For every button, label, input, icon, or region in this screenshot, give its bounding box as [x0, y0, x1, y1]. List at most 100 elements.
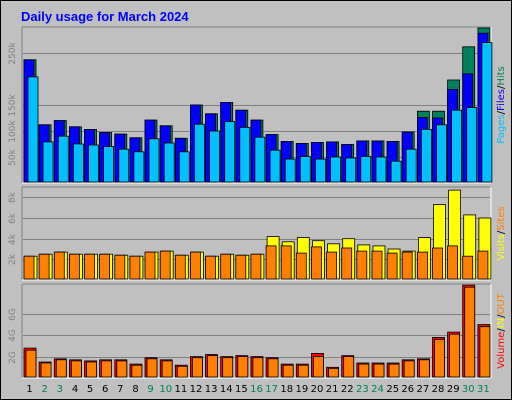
bar-sites-day-17 — [265, 245, 277, 280]
bar-pages-day-13 — [209, 130, 220, 183]
bar-sites-day-23 — [356, 250, 368, 280]
legend-volume: Volume/IN/OUT — [496, 292, 507, 369]
x-tick-label: 17 — [265, 384, 278, 395]
bar-sites-day-25 — [386, 252, 398, 280]
bar-out-day-22 — [343, 356, 355, 378]
x-tick-label: 18 — [280, 384, 293, 395]
x-tick-label: 24 — [371, 384, 384, 395]
bar-sites-day-10 — [159, 250, 171, 280]
bar-pages-day-7 — [118, 148, 130, 183]
bar-pages-day-18 — [284, 158, 296, 183]
bar-pages-day-15 — [239, 127, 251, 183]
legend-entry: / — [496, 314, 507, 318]
legend-entry: / — [496, 85, 507, 89]
bar-sites-day-6 — [99, 253, 110, 280]
bar-sites-day-26 — [401, 251, 413, 280]
bar-out-day-15 — [237, 356, 249, 378]
bar-sites-day-12 — [189, 251, 201, 280]
x-tick-label: 19 — [296, 384, 309, 395]
bar-pages-day-21 — [330, 156, 342, 183]
bar-sites-day-3 — [53, 251, 65, 280]
bar-out-day-9 — [146, 358, 158, 378]
x-tick-label: 12 — [190, 384, 203, 395]
bar-pages-day-14 — [224, 121, 236, 183]
bar-out-day-20 — [313, 356, 324, 378]
bar-out-day-7 — [116, 360, 128, 378]
bar-out-day-12 — [191, 357, 203, 378]
x-tick-label: 2 — [42, 384, 48, 395]
y-tick-label: 4G — [8, 329, 18, 342]
legend-entry: / — [496, 230, 507, 234]
bar-pages-day-5 — [88, 144, 99, 183]
bar-sites-day-2 — [38, 253, 50, 280]
x-tick-label: 31 — [477, 384, 490, 395]
x-tick-label: 25 — [386, 384, 399, 395]
bar-sites-day-5 — [84, 253, 95, 280]
bar-pages-day-20 — [315, 158, 326, 183]
bar-out-day-8 — [131, 364, 143, 378]
bar-pages-day-17 — [269, 149, 281, 183]
bar-out-day-4 — [71, 360, 82, 378]
bar-pages-day-6 — [103, 146, 114, 183]
x-tick-label: 28 — [432, 384, 445, 395]
legend-entry: Visits — [496, 234, 507, 261]
y-tick-label: 8k — [8, 191, 18, 203]
x-tick-label: 5 — [87, 384, 93, 395]
bar-pages-day-11 — [178, 151, 190, 183]
y-tick-label: 4k — [8, 233, 18, 245]
bar-sites-day-8 — [129, 255, 141, 280]
legend-entry: / — [496, 328, 507, 332]
bar-sites-day-24 — [371, 250, 383, 280]
x-tick-label: 27 — [417, 384, 430, 395]
bar-out-day-30 — [464, 286, 476, 378]
bar-sites-day-29 — [447, 245, 459, 280]
bar-pages-day-31 — [481, 42, 493, 183]
x-tick-label: 16 — [250, 384, 263, 395]
y-tick-label: 6k — [8, 212, 18, 224]
bar-pages-day-25 — [390, 160, 402, 183]
y-tick-label: 100k — [8, 120, 18, 143]
x-tick-label: 11 — [175, 384, 188, 395]
bar-pages-day-28 — [436, 124, 447, 183]
bar-out-day-23 — [358, 363, 370, 378]
bar-out-day-26 — [403, 360, 415, 378]
bar-out-day-27 — [418, 359, 430, 378]
bar-pages-day-4 — [73, 143, 84, 183]
bar-pages-day-23 — [360, 156, 372, 183]
bar-sites-day-14 — [220, 253, 232, 280]
bar-pages-day-16 — [254, 136, 266, 183]
x-tick-label: 26 — [401, 384, 414, 395]
bar-out-day-31 — [479, 326, 491, 378]
bar-out-day-29 — [449, 333, 461, 378]
legend-entry: / — [496, 110, 507, 114]
bar-pages-day-30 — [466, 107, 478, 183]
bar-pages-day-12 — [193, 123, 205, 183]
x-tick-label: 1 — [26, 384, 32, 395]
x-tick-label: 3 — [57, 384, 63, 395]
bar-out-day-5 — [86, 361, 97, 378]
bar-out-day-16 — [252, 357, 264, 378]
bar-pages-day-22 — [345, 157, 357, 183]
bar-sites-day-28 — [432, 247, 443, 280]
x-tick-label: 30 — [462, 384, 475, 395]
bar-pages-day-26 — [405, 148, 417, 183]
x-tick-label: 29 — [447, 384, 460, 395]
x-tick-label: 21 — [326, 384, 339, 395]
y-tick-label: 50k — [8, 148, 18, 165]
legend-entry: IN — [496, 318, 507, 328]
y-tick-label: 250k — [8, 42, 18, 65]
chart-title: Daily usage for March 2024 — [21, 9, 189, 24]
bar-pages-day-10 — [163, 142, 175, 183]
x-tick-label: 20 — [311, 384, 324, 395]
bar-sites-day-4 — [69, 253, 80, 280]
bar-sites-day-30 — [462, 255, 474, 280]
bar-out-day-13 — [207, 355, 218, 378]
bar-sites-day-27 — [416, 251, 428, 280]
bar-pages-day-9 — [148, 138, 160, 183]
bar-out-day-17 — [267, 358, 279, 378]
x-tick-label: 7 — [117, 384, 123, 395]
bar-out-day-24 — [373, 363, 385, 378]
legend-visits: Visits/Sites — [496, 206, 507, 260]
bar-out-day-25 — [388, 363, 400, 378]
